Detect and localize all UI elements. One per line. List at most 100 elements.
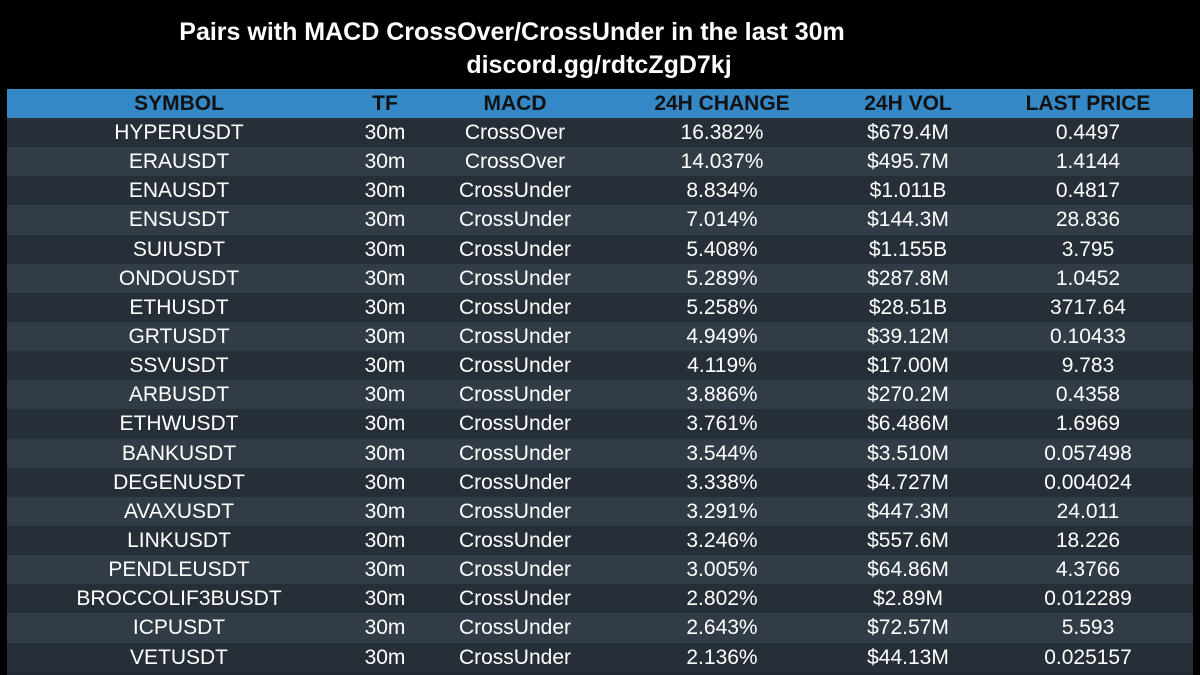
cell-symbol: AVAXUSDT [123,499,235,523]
cell-change-24h: 14.037% [680,150,764,174]
cell-last-price: 0.4497 [1055,121,1121,145]
cell-volume-24h: $447.3M [867,499,949,523]
table-row: PENDLEUSDT 30m CrossUnder 3.005% $64.86M 4.37… [7,555,1193,585]
cell-tf: 30m [364,179,406,203]
table-row: BROCCOLIF3BUSDT 30m CrossUnder 2.802% $2.89M… [7,584,1193,614]
column-header-volume-24h: 24H VOL [864,92,952,115]
cell-volume-24h: $495.7M [867,150,949,174]
cell-volume-24h: $3.510M [867,441,949,465]
cell-volume-24h: $1.155B [868,237,948,261]
cell-last-price: 3.795 [1061,237,1115,261]
cell-change-24h: 3.761% [686,412,758,436]
cell-volume-24h: $72.57M [867,616,949,640]
cell-symbol: ETHUSDT [129,295,229,319]
cell-symbol: BANKUSDT [121,441,237,465]
cell-macd: CrossUnder [458,645,572,669]
cell-last-price: 0.10433 [1050,325,1126,349]
cell-symbol: VETUSDT [129,645,228,669]
cell-tf: 30m [364,325,406,349]
cell-tf: 30m [364,266,406,290]
table-row: BANKUSDT 30m CrossUnder 3.544% $3.510M 0.0574… [7,438,1193,468]
column-header-change-24h: 24H CHANGE [654,92,790,115]
cell-last-price: 24.011 [1056,499,1120,523]
cell-symbol: SUIUSDT [132,237,226,261]
table-row: ENAUSDT 30m CrossUnder 8.834% $1.011B 0.4817 [7,176,1193,206]
cell-volume-24h: $144.3M [867,208,949,232]
cell-tf: 30m [364,529,406,553]
table-row: ENSUSDT 30m CrossUnder 7.014% $144.3M 28.836 [7,205,1193,235]
table-row: VETUSDT 30m CrossUnder 2.136% $44.13M 0.02515… [7,642,1193,672]
cell-volume-24h: $1.011B [869,179,947,203]
column-header-last-price: LAST PRICE [1025,92,1151,115]
cell-change-24h: 2.136% [686,645,758,669]
cell-macd: CrossUnder [458,587,572,611]
cell-tf: 30m [364,121,406,145]
cell-tf: 30m [364,645,406,669]
cell-last-price: 3717.64 [1050,295,1126,319]
cell-tf: 30m [364,587,406,611]
cell-volume-24h: $64.86M [867,558,949,582]
cell-last-price: 0.012289 [1044,587,1132,611]
cell-change-24h: 3.005% [686,558,758,582]
column-header-symbol: SYMBOL [134,92,224,115]
cell-change-24h: 16.382% [680,121,764,145]
cell-change-24h: 3.291% [686,499,758,523]
cell-tf: 30m [364,150,406,174]
cell-volume-24h: $28.51B [868,295,948,319]
cell-volume-24h: $270.2M [867,383,949,407]
cell-symbol: PENDLEUSDT [108,558,250,582]
table-row: SUIUSDT 30m CrossUnder 5.408% $1.155B 3.795 [7,234,1193,264]
cell-symbol: HYPERUSDT [114,121,244,145]
cell-macd: CrossUnder [458,412,572,436]
cell-macd: CrossUnder [458,237,572,261]
cell-change-24h: 3.544% [686,441,758,465]
cell-symbol: ARBUSDT [128,383,230,407]
cell-volume-24h: $6.486M [867,412,949,436]
cell-macd: CrossOver [464,121,566,145]
cell-macd: CrossUnder [458,558,572,582]
cell-last-price: 28.836 [1055,208,1121,232]
cell-macd: CrossUnder [458,383,572,407]
cell-last-price: 18.226 [1055,529,1121,553]
cell-tf: 30m [364,441,406,465]
table-row: GRTUSDT 30m CrossUnder 4.949% $39.12M 0.10433 [7,321,1193,352]
column-header-macd: MACD [483,92,547,115]
cell-macd: CrossUnder [458,295,572,319]
cell-last-price: 1.4144 [1055,150,1121,174]
cell-volume-24h: $2.89M [872,587,944,611]
cell-tf: 30m [364,470,406,494]
table-body: HYPERUSDT 30m CrossOver 16.382% $679.4M 0.449… [7,118,1193,672]
cell-symbol: SSVUSDT [129,354,229,378]
cell-tf: 30m [364,412,406,436]
cell-macd: CrossUnder [458,470,572,494]
cell-symbol: DEGENUSDT [113,470,245,494]
cell-macd: CrossUnder [458,529,572,553]
cell-change-24h: 4.119% [687,354,757,378]
cell-tf: 30m [364,616,406,640]
cell-change-24h: 3.338% [686,470,758,494]
cell-volume-24h: $44.13M [867,645,949,669]
cell-symbol: LINKUSDT [127,529,231,553]
cell-macd: CrossUnder [458,441,572,465]
pairs-table-container: SYMBOL TF MACD 24H CHANGE 24H VOL LAST PRICE … [7,89,1193,675]
discord-link: discord.gg/rdtcZgD7kj [466,51,732,79]
cell-change-24h: 2.802% [686,587,758,611]
cell-change-24h: 3.246% [686,529,758,553]
cell-volume-24h: $39.12M [867,325,949,349]
table-row: ARBUSDT 30m CrossUnder 3.886% $270.2M 0.4358 [7,380,1193,410]
cell-last-price: 5.593 [1061,616,1115,640]
cell-volume-24h: $679.4M [867,121,949,145]
pairs-table: SYMBOL TF MACD 24H CHANGE 24H VOL LAST PRICE … [7,89,1193,672]
cell-tf: 30m [364,383,406,407]
cell-macd: CrossUnder [458,325,572,349]
cell-last-price: 9.783 [1061,354,1115,378]
cell-macd: CrossUnder [458,354,572,378]
cell-symbol: BROCCOLIF3BUSDT [76,587,282,611]
cell-macd: CrossUnder [458,266,572,290]
cell-change-24h: 5.258% [686,295,758,319]
cell-tf: 30m [364,558,406,582]
header-row: SYMBOL TF MACD 24H CHANGE 24H VOL LAST PRICE [7,89,1193,118]
cell-symbol: ENAUSDT [128,179,230,203]
cell-tf: 30m [364,237,406,261]
table-header: SYMBOL TF MACD 24H CHANGE 24H VOL LAST PRICE [7,89,1193,118]
